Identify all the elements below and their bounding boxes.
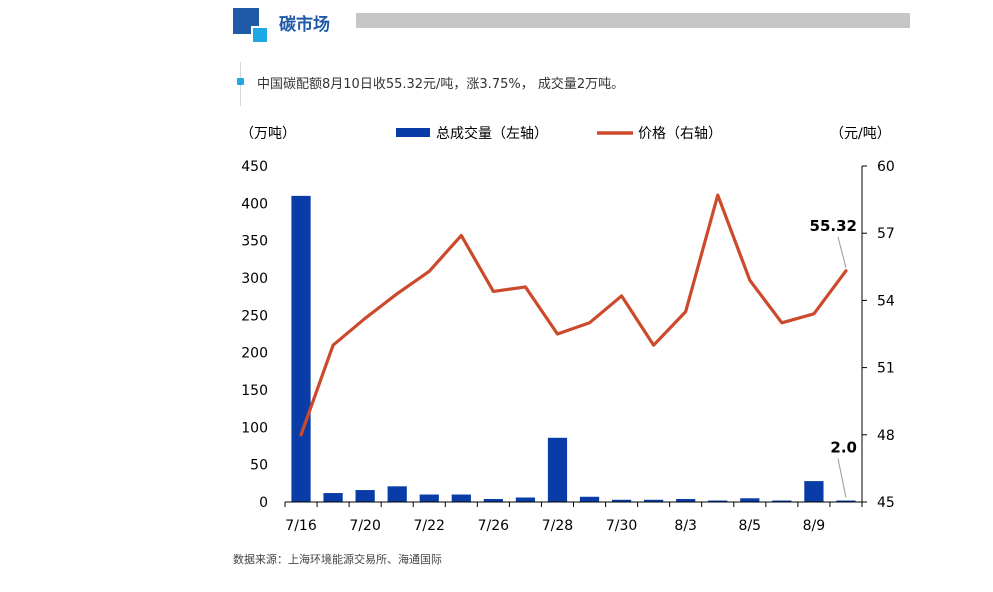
- summary-text: 中国碳配额8月10日收55.32元/吨，涨3.75%， 成交量2万吨。: [257, 77, 625, 92]
- legend-bar-swatch: [396, 128, 430, 137]
- annotation-label: 55.32: [810, 217, 857, 235]
- right-tick-label: 54: [877, 293, 895, 309]
- bar-7-21: [387, 486, 407, 502]
- x-tick-label: 8/3: [674, 518, 697, 534]
- section-logo: [233, 8, 269, 44]
- x-tick-label: 8/9: [803, 518, 826, 534]
- left-tick-label: 450: [241, 159, 268, 175]
- right-tick-label: 45: [877, 495, 895, 511]
- bar-8-9: [804, 481, 824, 502]
- x-tick-label: 8/5: [739, 518, 762, 534]
- bar-7-28: [547, 437, 568, 502]
- bar-7-29: [579, 496, 600, 502]
- right-tick-label: 51: [877, 361, 895, 377]
- x-tick-label: 7/26: [478, 518, 510, 534]
- left-tick-label: 250: [241, 308, 268, 324]
- title-divider-bar: [356, 13, 910, 28]
- bar-7-30: [611, 499, 632, 502]
- logo-square-light: [251, 26, 269, 44]
- bar-7-22: [419, 494, 439, 502]
- bullet-dot-icon: [237, 78, 244, 85]
- x-tick-label: 7/20: [349, 518, 380, 534]
- left-tick-label: 300: [241, 271, 268, 287]
- left-tick-label: 350: [241, 234, 268, 250]
- left-tick-label: 150: [241, 383, 268, 399]
- annotation-label: 2.0: [830, 439, 857, 457]
- x-axis-ticks: 7/16 7/20 7/22 7/26 7/28 7/30 8/3 8/5 8/9: [284, 502, 863, 534]
- left-tick-label: 50: [250, 458, 268, 474]
- bar-8-5: [740, 498, 760, 502]
- bar-8-3: [676, 499, 696, 502]
- bars-group: [291, 195, 856, 502]
- right-axis-ticks: 45 48 51 54 57 60: [862, 159, 895, 511]
- annotation-leader: [837, 236, 847, 268]
- x-tick-label: 7/16: [285, 518, 317, 534]
- annotation-layer: 55.32 2.0: [810, 217, 857, 498]
- x-tick-label: 7/28: [542, 518, 573, 534]
- bar-7-27: [515, 497, 536, 502]
- legend-line-label: 价格（右轴）: [638, 126, 722, 142]
- right-tick-label: 57: [877, 226, 895, 242]
- annotation-leader: [837, 458, 847, 498]
- bar-7-16: [291, 195, 311, 502]
- bar-7-20: [355, 490, 375, 502]
- left-axis-ticks: 0 50 100 150 200 250 300 350 400 450: [241, 159, 268, 511]
- left-tick-label: 100: [241, 420, 268, 436]
- right-tick-label: 60: [877, 159, 895, 175]
- x-tick-label: 7/22: [414, 518, 445, 534]
- line-layer: [299, 193, 848, 437]
- axes-group: [285, 166, 863, 503]
- bar-7-26: [483, 499, 503, 502]
- bar-8-2: [644, 499, 664, 502]
- legend-bar-label: 总成交量（左轴）: [436, 125, 548, 142]
- left-tick-label: 400: [241, 196, 268, 212]
- bar-7-19: [323, 493, 343, 502]
- bar-7-23: [451, 494, 471, 502]
- price-line: [299, 193, 848, 437]
- left-tick-label: 0: [259, 495, 268, 511]
- left-tick-label: 200: [241, 346, 268, 362]
- right-unit-label: （元/吨）: [830, 126, 891, 142]
- left-unit-label: （万吨）: [240, 126, 296, 142]
- right-tick-label: 48: [877, 428, 895, 444]
- bar-8-4: [708, 500, 728, 502]
- x-tick-label: 7/30: [606, 518, 637, 534]
- bar-8-6: [772, 500, 792, 502]
- section-title: 碳市场: [279, 15, 330, 35]
- source-note: 数据来源：上海环境能源交易所、海通国际: [233, 553, 442, 566]
- bar-8-10: [836, 500, 856, 502]
